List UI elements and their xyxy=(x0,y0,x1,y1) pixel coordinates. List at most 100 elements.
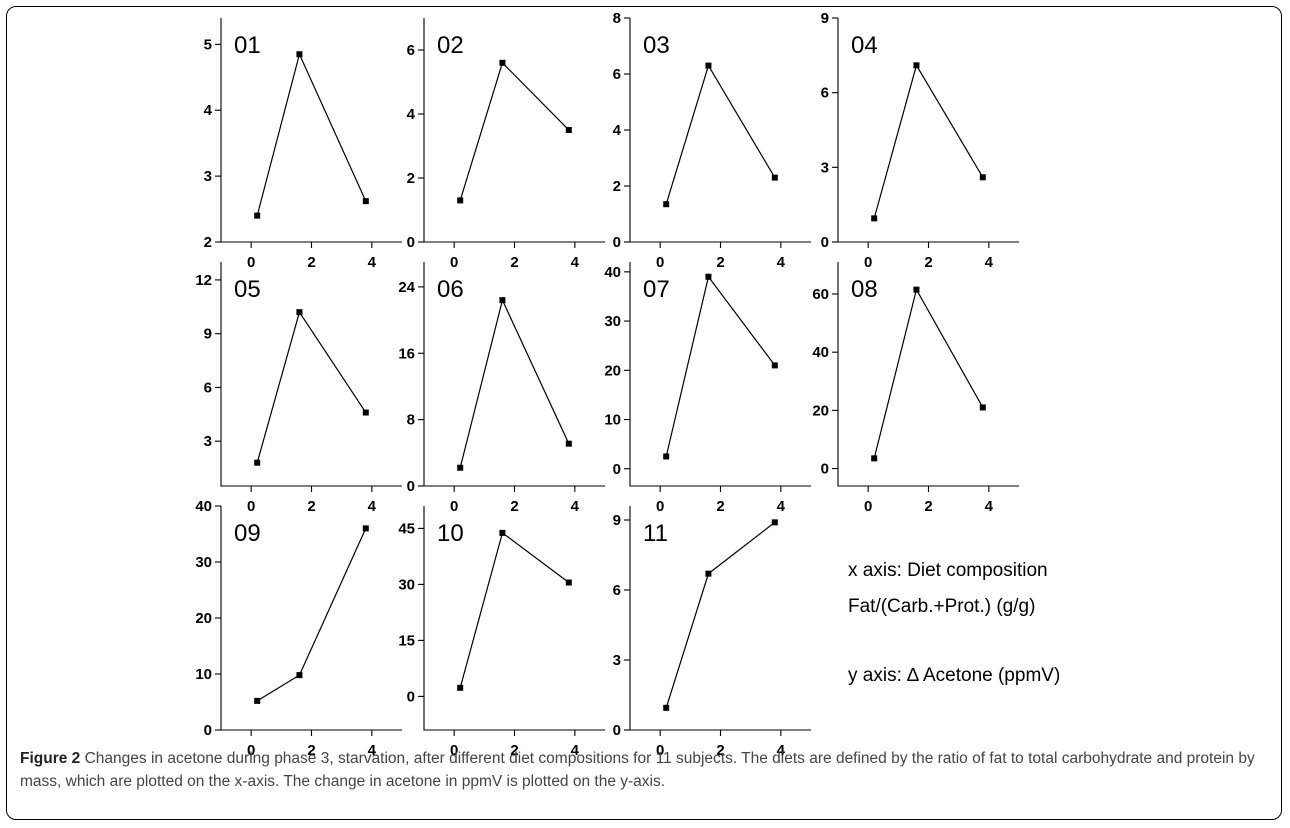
x-tick-label: 0 xyxy=(656,498,664,515)
data-point xyxy=(771,174,778,181)
y-tick-label: 6 xyxy=(613,582,621,599)
series-line xyxy=(256,52,367,216)
caption-text: Changes in acetone during phase 3, starv… xyxy=(20,750,1255,790)
panel-label: 09 xyxy=(234,520,261,547)
panel-01: 2 3 4 5 0 2 4 01 xyxy=(204,18,402,271)
panel-04: 0 3 6 9 0 2 4 04 xyxy=(821,10,1019,271)
y-tick-label: 3 xyxy=(821,159,829,176)
x-tick-label: 0 xyxy=(450,498,458,515)
y-tick-label: 2 xyxy=(613,178,621,195)
data-point xyxy=(254,697,261,704)
y-tick-label: 30 xyxy=(604,313,621,330)
panel-label: 10 xyxy=(437,520,464,547)
y-tick-label: 10 xyxy=(604,412,621,429)
y-tick-label: 30 xyxy=(398,576,415,593)
x-tick-label: 4 xyxy=(368,254,377,271)
panel-label: 02 xyxy=(437,32,464,59)
panel-07: 0 10 20 30 40 0 2 4 07 xyxy=(604,262,811,515)
panel-10: 0 15 30 45 0 2 4 10 xyxy=(398,506,605,759)
x-tick-label: 4 xyxy=(571,742,580,759)
y-tick-label: 15 xyxy=(398,632,415,649)
series-line xyxy=(459,61,570,201)
panel-03: 0 2 4 6 8 0 2 4 03 xyxy=(613,10,811,271)
data-point xyxy=(705,570,712,577)
y-tick-label: 10 xyxy=(195,666,212,683)
panel-label: 01 xyxy=(234,32,261,59)
y-tick-label: 9 xyxy=(613,512,621,529)
y-tick-label: 9 xyxy=(821,10,829,27)
y-tick-label: 6 xyxy=(821,85,829,102)
series-line xyxy=(665,275,776,457)
x-tick-label: 0 xyxy=(247,742,255,759)
y-tick-label: 2 xyxy=(407,170,415,187)
y-tick-label: 6 xyxy=(613,66,621,83)
series-line xyxy=(665,64,776,205)
x-tick-label: 0 xyxy=(450,742,458,759)
data-point xyxy=(565,440,572,447)
y-tick-label: 40 xyxy=(604,264,621,281)
y-tick-label: 8 xyxy=(407,412,415,429)
figure-caption: Figure 2 Changes in acetone during phase… xyxy=(20,747,1270,793)
data-point xyxy=(565,127,572,133)
y-tick-label: 0 xyxy=(613,234,621,251)
y-tick-label: 20 xyxy=(812,402,829,419)
x-tick-label: 4 xyxy=(985,498,994,515)
panel-label: 04 xyxy=(851,32,878,59)
x-tick-label: 0 xyxy=(864,498,872,515)
data-point xyxy=(296,51,303,58)
data-point xyxy=(362,198,369,205)
y-tick-label: 4 xyxy=(613,122,622,139)
y-tick-label: 3 xyxy=(204,433,212,450)
panel-label: 08 xyxy=(851,276,878,303)
x-tick-label: 2 xyxy=(716,498,724,515)
x-tick-label: 4 xyxy=(571,254,580,271)
y-tick-label: 20 xyxy=(195,610,212,627)
x-tick-label: 4 xyxy=(777,742,786,759)
x-tick-label: 4 xyxy=(777,498,786,515)
x-tick-label: 2 xyxy=(510,498,518,515)
data-point xyxy=(499,59,506,66)
data-point xyxy=(457,684,464,691)
y-tick-label: 24 xyxy=(398,279,415,296)
data-point xyxy=(499,297,506,304)
y-tick-label: 6 xyxy=(407,42,415,59)
x-tick-label: 0 xyxy=(450,254,458,271)
x-tick-label: 4 xyxy=(777,254,786,271)
x-tick-label: 4 xyxy=(368,498,377,515)
y-tick-label: 9 xyxy=(204,326,212,343)
series-line xyxy=(256,310,367,463)
data-point xyxy=(979,174,986,181)
y-tick-label: 0 xyxy=(821,461,829,478)
data-point xyxy=(362,525,369,532)
panel-axes xyxy=(837,262,1019,487)
y-tick-label: 8 xyxy=(613,10,621,27)
y-tick-label: 0 xyxy=(613,722,621,739)
y-tick-label: 0 xyxy=(407,478,415,495)
panel-label: 03 xyxy=(643,32,670,59)
x-tick-label: 4 xyxy=(368,742,377,759)
data-point xyxy=(663,453,670,460)
series-line xyxy=(665,521,776,709)
y-tick-label: 40 xyxy=(812,344,829,361)
x-tick-label: 4 xyxy=(985,254,994,271)
data-point xyxy=(913,286,920,293)
y-tick-label: 0 xyxy=(407,688,415,705)
panel-label: 11 xyxy=(643,520,668,547)
figure-frame xyxy=(6,6,1282,820)
series-line xyxy=(256,528,367,702)
data-point xyxy=(771,362,778,369)
x-tick-label: 2 xyxy=(510,254,518,271)
x-tick-label: 2 xyxy=(716,254,724,271)
caption-label: Figure 2 xyxy=(20,750,81,767)
panel-label: 05 xyxy=(234,276,261,303)
x-tick-label: 0 xyxy=(656,742,664,759)
data-point xyxy=(254,212,261,219)
x-tick-label: 2 xyxy=(307,254,315,271)
data-point xyxy=(663,201,670,208)
y-tick-label: 5 xyxy=(204,36,212,53)
panel-label: 07 xyxy=(643,276,670,303)
y-tick-label: 2 xyxy=(204,234,212,251)
